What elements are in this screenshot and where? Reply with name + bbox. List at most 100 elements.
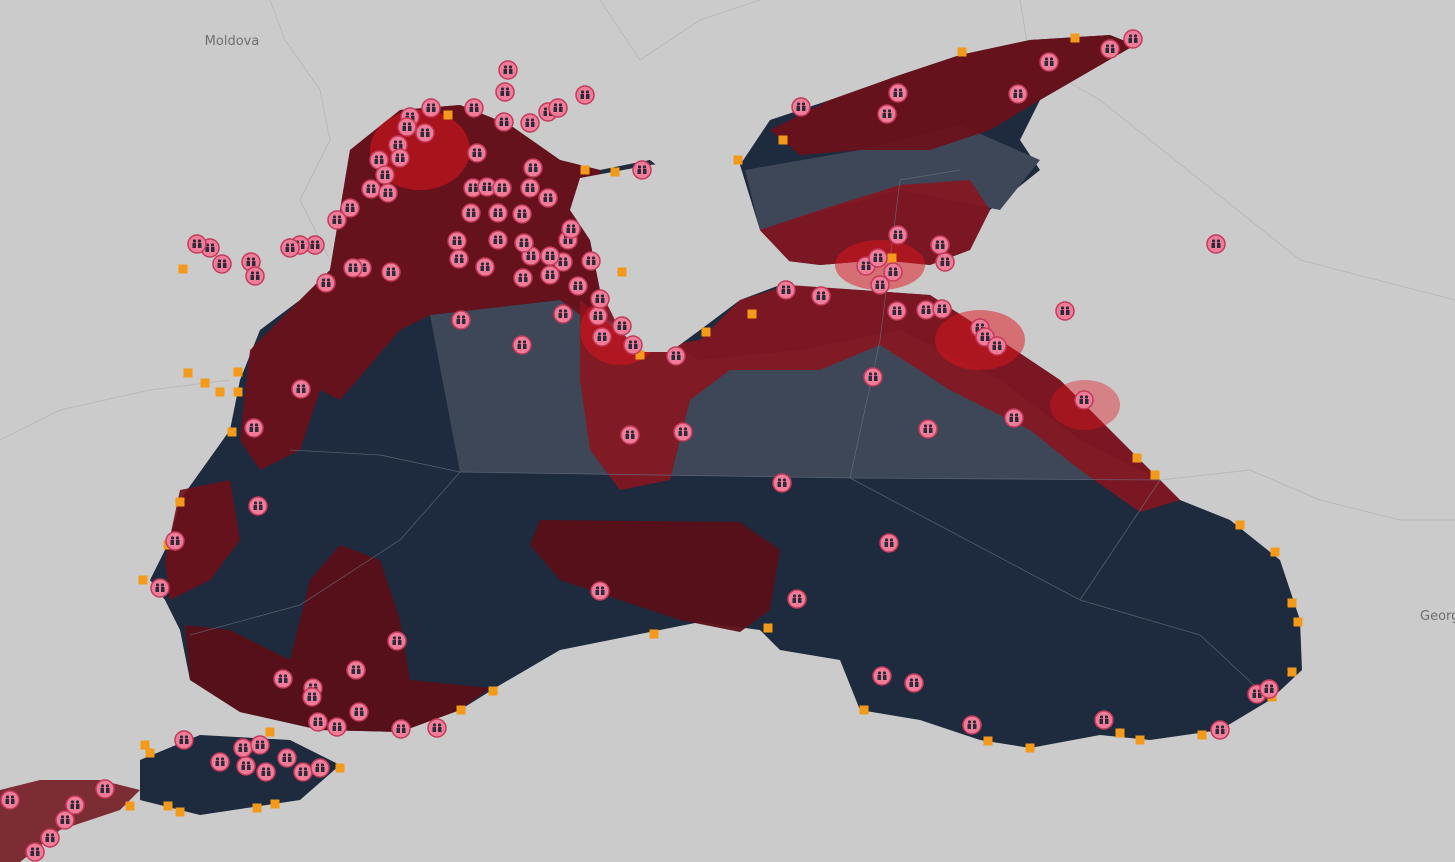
incident-marker[interactable] bbox=[540, 246, 560, 266]
port[interactable] bbox=[1287, 667, 1297, 677]
incident-marker[interactable] bbox=[877, 104, 897, 124]
port[interactable] bbox=[1135, 735, 1145, 745]
incident-marker[interactable] bbox=[187, 234, 207, 254]
port[interactable] bbox=[227, 427, 237, 437]
port[interactable] bbox=[1115, 728, 1125, 738]
incident-marker[interactable] bbox=[447, 231, 467, 251]
incident-marker[interactable] bbox=[887, 301, 907, 321]
incident-marker[interactable] bbox=[632, 160, 652, 180]
incident-marker[interactable] bbox=[378, 183, 398, 203]
port[interactable] bbox=[233, 367, 243, 377]
incident-marker[interactable] bbox=[888, 225, 908, 245]
incident-marker[interactable] bbox=[588, 306, 608, 326]
incident-marker[interactable] bbox=[1094, 710, 1114, 730]
incident-marker[interactable] bbox=[520, 178, 540, 198]
port[interactable] bbox=[456, 705, 466, 715]
incident-marker[interactable] bbox=[916, 300, 936, 320]
incident-marker[interactable] bbox=[210, 752, 230, 772]
port[interactable] bbox=[957, 47, 967, 57]
incident-marker[interactable] bbox=[581, 251, 601, 271]
incident-marker[interactable] bbox=[548, 98, 568, 118]
incident-marker[interactable] bbox=[592, 327, 612, 347]
incident-marker[interactable] bbox=[666, 346, 686, 366]
port[interactable] bbox=[763, 623, 773, 633]
incident-marker[interactable] bbox=[273, 669, 293, 689]
incident-marker[interactable] bbox=[310, 758, 330, 778]
incident-marker[interactable] bbox=[879, 533, 899, 553]
incident-marker[interactable] bbox=[623, 335, 643, 355]
incident-marker[interactable] bbox=[568, 276, 588, 296]
port[interactable] bbox=[1235, 520, 1245, 530]
port[interactable] bbox=[443, 110, 453, 120]
incident-marker[interactable] bbox=[488, 203, 508, 223]
incident-marker[interactable] bbox=[1259, 679, 1279, 699]
incident-marker[interactable] bbox=[1004, 408, 1024, 428]
port[interactable] bbox=[252, 803, 262, 813]
incident-marker[interactable] bbox=[514, 233, 534, 253]
incident-marker[interactable] bbox=[65, 795, 85, 815]
port[interactable] bbox=[1150, 470, 1160, 480]
incident-marker[interactable] bbox=[245, 266, 265, 286]
incident-marker[interactable] bbox=[673, 422, 693, 442]
port[interactable] bbox=[233, 387, 243, 397]
port[interactable] bbox=[1132, 453, 1142, 463]
incident-marker[interactable] bbox=[1100, 39, 1120, 59]
incident-marker[interactable] bbox=[590, 289, 610, 309]
incident-marker[interactable] bbox=[930, 235, 950, 255]
incident-marker[interactable] bbox=[391, 719, 411, 739]
port[interactable] bbox=[580, 165, 590, 175]
incident-marker[interactable] bbox=[918, 419, 938, 439]
incident-marker[interactable] bbox=[575, 85, 595, 105]
port[interactable] bbox=[125, 801, 135, 811]
incident-marker[interactable] bbox=[488, 230, 508, 250]
incident-marker[interactable] bbox=[776, 280, 796, 300]
incident-marker[interactable] bbox=[236, 756, 256, 776]
incident-marker[interactable] bbox=[369, 150, 389, 170]
incident-marker[interactable] bbox=[520, 113, 540, 133]
port[interactable] bbox=[1270, 547, 1280, 557]
incident-marker[interactable] bbox=[540, 265, 560, 285]
incident-marker[interactable] bbox=[381, 262, 401, 282]
incident-marker[interactable] bbox=[987, 336, 1007, 356]
port[interactable] bbox=[140, 740, 150, 750]
port[interactable] bbox=[649, 629, 659, 639]
incident-marker[interactable] bbox=[387, 631, 407, 651]
port[interactable] bbox=[1293, 617, 1303, 627]
incident-marker[interactable] bbox=[277, 748, 297, 768]
incident-marker[interactable] bbox=[375, 165, 395, 185]
port[interactable] bbox=[887, 253, 897, 263]
port[interactable] bbox=[635, 350, 645, 360]
incident-marker[interactable] bbox=[553, 304, 573, 324]
incident-marker[interactable] bbox=[561, 219, 581, 239]
port[interactable] bbox=[215, 387, 225, 397]
incident-marker[interactable] bbox=[150, 578, 170, 598]
port[interactable] bbox=[163, 801, 173, 811]
incident-marker[interactable] bbox=[870, 275, 890, 295]
incident-marker[interactable] bbox=[250, 735, 270, 755]
incident-marker[interactable] bbox=[390, 148, 410, 168]
incident-marker[interactable] bbox=[95, 779, 115, 799]
port[interactable] bbox=[747, 309, 757, 319]
incident-marker[interactable] bbox=[811, 286, 831, 306]
incident-marker[interactable] bbox=[872, 666, 892, 686]
incident-marker[interactable] bbox=[302, 687, 322, 707]
incident-marker[interactable] bbox=[327, 210, 347, 230]
incident-marker[interactable] bbox=[397, 117, 417, 137]
incident-marker[interactable] bbox=[495, 82, 515, 102]
port[interactable] bbox=[335, 763, 345, 773]
incident-marker[interactable] bbox=[293, 762, 313, 782]
incident-marker[interactable] bbox=[256, 762, 276, 782]
incident-marker[interactable] bbox=[165, 531, 185, 551]
incident-marker[interactable] bbox=[512, 335, 532, 355]
incident-marker[interactable] bbox=[513, 268, 533, 288]
incident-marker[interactable] bbox=[421, 98, 441, 118]
incident-marker[interactable] bbox=[464, 98, 484, 118]
incident-marker[interactable] bbox=[451, 310, 471, 330]
incident-marker[interactable] bbox=[327, 717, 347, 737]
incident-marker[interactable] bbox=[475, 257, 495, 277]
port[interactable] bbox=[175, 807, 185, 817]
incident-marker[interactable] bbox=[316, 273, 336, 293]
incident-marker[interactable] bbox=[962, 715, 982, 735]
incident-marker[interactable] bbox=[1210, 720, 1230, 740]
